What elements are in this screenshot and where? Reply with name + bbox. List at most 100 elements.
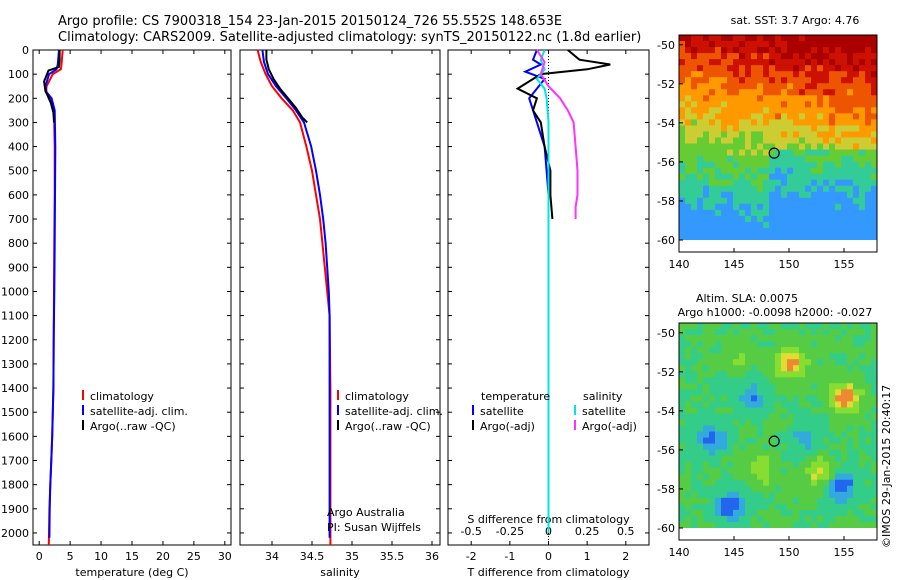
heatmap-cell xyxy=(763,77,770,84)
heatmap-cell xyxy=(751,485,758,493)
heatmap-cell xyxy=(853,443,860,451)
heatmap-cell xyxy=(751,83,758,90)
heatmap-cell xyxy=(841,125,848,132)
heatmap-cell xyxy=(751,191,758,199)
heatmap-cell xyxy=(787,383,794,390)
heatmap-cell xyxy=(847,155,854,163)
heatmap-cell xyxy=(787,203,794,211)
heatmap-cell xyxy=(721,137,728,144)
heatmap-cell xyxy=(823,413,830,420)
heatmap-cell xyxy=(715,377,722,384)
heatmap-cell xyxy=(703,407,710,414)
heatmap-cell xyxy=(775,35,782,42)
heatmap-cell xyxy=(691,347,698,354)
heatmap-cell xyxy=(841,473,848,481)
heatmap-cell xyxy=(721,47,728,54)
heatmap-cell xyxy=(727,419,734,426)
heatmap-cell xyxy=(721,443,728,451)
heatmap-cell xyxy=(727,41,734,48)
heatmap-cell xyxy=(739,461,746,469)
heatmap-cell xyxy=(793,89,800,96)
heatmap-cell xyxy=(859,101,866,108)
heatmap-cell xyxy=(733,503,740,511)
heatmap-cell xyxy=(799,215,806,223)
heatmap-cell xyxy=(871,341,878,348)
heatmap-cell xyxy=(805,431,812,438)
heatmap-cell xyxy=(739,83,746,90)
heatmap-cell xyxy=(739,521,746,529)
heatmap-cell xyxy=(739,47,746,54)
heatmap-cell xyxy=(733,167,740,175)
legend-swatch xyxy=(337,420,339,430)
heatmap-cell xyxy=(865,143,872,150)
heatmap-cell xyxy=(697,95,704,102)
heatmap-cell xyxy=(787,389,794,396)
heatmap-cell xyxy=(787,59,794,66)
heatmap-cell xyxy=(679,83,686,90)
heatmap-cell xyxy=(871,365,878,372)
heatmap-cell xyxy=(685,233,692,241)
heatmap-cell xyxy=(685,419,692,426)
heatmap-cell xyxy=(835,437,842,444)
heatmap-cell xyxy=(787,497,794,505)
heatmap-cell xyxy=(847,485,854,493)
heatmap-cell xyxy=(697,395,704,402)
heatmap-cell xyxy=(841,167,848,175)
heatmap-cell xyxy=(757,515,764,523)
heatmap-cell xyxy=(793,365,800,372)
heatmap-cell xyxy=(811,455,818,463)
heatmap-cell xyxy=(823,503,830,511)
heatmap-cell xyxy=(817,455,824,463)
heatmap-cell xyxy=(757,353,764,360)
heatmap-cell xyxy=(859,47,866,54)
heatmap-cell xyxy=(811,473,818,481)
legend-swatch xyxy=(337,405,339,415)
heatmap-cell xyxy=(823,215,830,223)
heatmap-cell xyxy=(727,395,734,402)
heatmap-cell xyxy=(691,65,698,72)
heatmap-cell xyxy=(715,167,722,175)
heatmap-cell xyxy=(823,449,830,457)
heatmap-cell xyxy=(751,377,758,384)
heatmap-cell xyxy=(787,509,794,517)
heatmap-cell xyxy=(871,125,878,132)
heatmap-cell xyxy=(871,383,878,390)
heatmap-cell xyxy=(775,149,782,156)
heatmap-cell xyxy=(679,221,686,229)
heatmap-cell xyxy=(697,155,704,163)
heatmap-cell xyxy=(721,125,728,132)
heatmap-cell xyxy=(739,173,746,181)
heatmap-cell xyxy=(829,395,836,402)
heatmap-cell xyxy=(799,341,806,348)
heatmap-cell xyxy=(679,203,686,211)
heatmap-cell xyxy=(757,479,764,487)
heatmap-cell xyxy=(859,491,866,499)
heatmap-cell xyxy=(751,401,758,408)
heatmap-cell xyxy=(847,59,854,66)
heatmap-cell xyxy=(733,449,740,457)
heatmap-cell xyxy=(739,401,746,408)
heatmap-cell xyxy=(763,473,770,481)
heatmap-cell xyxy=(817,227,824,235)
heatmap-cell xyxy=(865,107,872,114)
heatmap-cell xyxy=(745,101,752,108)
heatmap-cell xyxy=(871,209,878,217)
heatmap-cell xyxy=(805,335,812,342)
heatmap-cell xyxy=(745,59,752,66)
heatmap-cell xyxy=(799,161,806,169)
heatmap-cell xyxy=(745,431,752,438)
heatmap-cell xyxy=(751,515,758,523)
heatmap-cell xyxy=(865,53,872,60)
map-frame xyxy=(678,322,878,541)
heatmap-cell xyxy=(733,185,740,193)
heatmap-cell xyxy=(775,413,782,420)
heatmap-cell xyxy=(751,503,758,511)
heatmap-cell xyxy=(871,233,878,241)
heatmap-cell xyxy=(829,197,836,205)
heatmap-cell xyxy=(871,353,878,360)
x-axis-label: salinity xyxy=(320,566,360,579)
heatmap-cell xyxy=(715,335,722,342)
heatmap-cell xyxy=(739,497,746,505)
heatmap-cell xyxy=(709,71,716,78)
